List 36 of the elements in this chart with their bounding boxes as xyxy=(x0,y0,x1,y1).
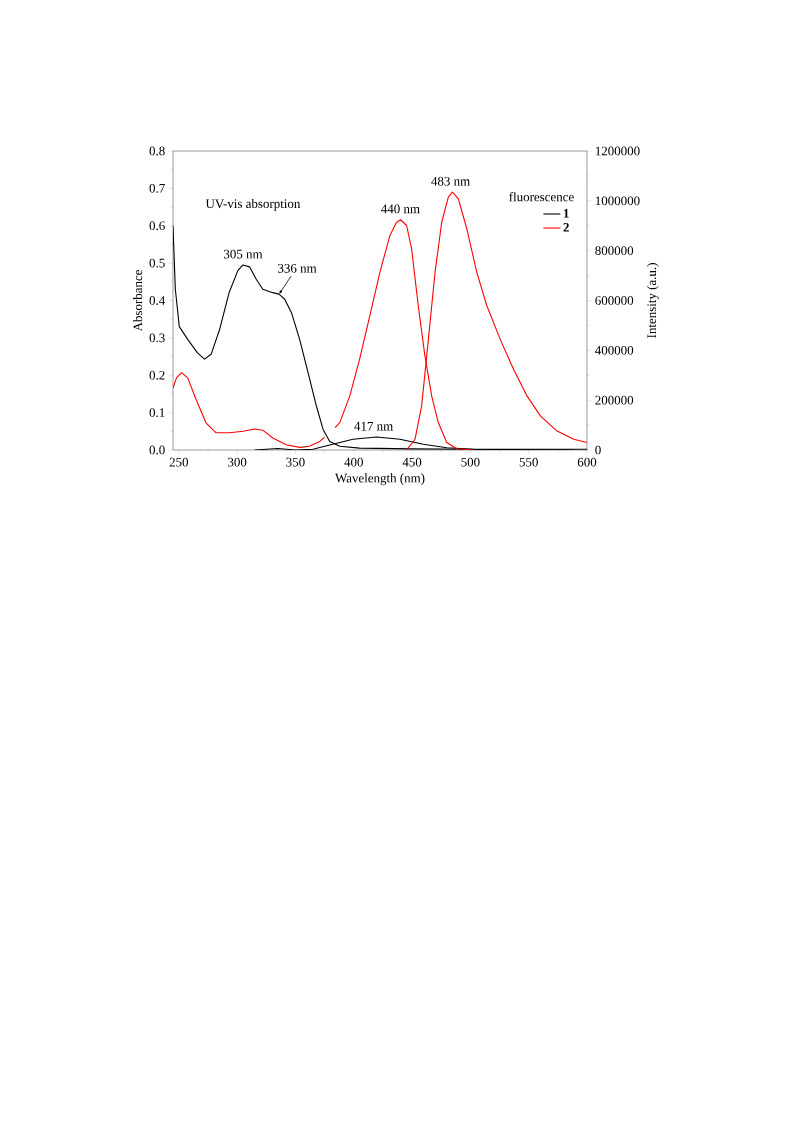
y-tick-label: 0.1 xyxy=(149,408,165,418)
y2-tick-label: 200000 xyxy=(595,395,634,405)
legend-label: 2 xyxy=(563,223,569,232)
legend-label: 1 xyxy=(563,209,569,218)
x-tick-label: 550 xyxy=(519,457,538,467)
y-tick-label: 0.5 xyxy=(149,258,165,268)
annotation: 440 nm xyxy=(381,204,420,214)
y2-tick-label: 600000 xyxy=(595,296,634,305)
y2-tick-label: 0 xyxy=(595,445,601,455)
y2-tick-label: 400000 xyxy=(595,345,634,355)
x-tick-label: 500 xyxy=(461,457,480,467)
annotation: 483 nm xyxy=(431,176,470,186)
y2-tick-label: 1200000 xyxy=(595,146,640,156)
annotation: 336 nm xyxy=(278,263,317,273)
x-axis-title: Wavelength (nm) xyxy=(335,473,425,486)
x-tick-label: 350 xyxy=(286,457,305,467)
annotation: 417 nm xyxy=(354,421,393,431)
y2-tick-label: 800000 xyxy=(595,246,634,256)
x-tick-label: 600 xyxy=(577,457,597,467)
x-tick-label: 450 xyxy=(402,457,422,467)
y-axis-title: Absorbance xyxy=(133,270,143,332)
y-tick-label: 0.8 xyxy=(149,146,165,156)
y-tick-label: 0.7 xyxy=(149,183,165,193)
x-tick-label: 400 xyxy=(344,457,363,467)
legend-title: fluorescence xyxy=(509,192,574,202)
y2-tick-label: 1000000 xyxy=(595,196,640,206)
y-tick-label: 0.4 xyxy=(149,296,166,305)
y-tick-label: 0.2 xyxy=(149,370,165,380)
annotation: 305 nm xyxy=(223,249,263,259)
y2-axis-title: Intensity (a.u.) xyxy=(646,263,659,338)
y-tick-label: 0.6 xyxy=(149,221,165,231)
x-tick-label: 300 xyxy=(228,457,247,467)
y-tick-label: 0.0 xyxy=(149,445,165,455)
y-tick-label: 0.3 xyxy=(149,333,165,343)
x-tick-label: 250 xyxy=(169,457,189,467)
annotation: UV-vis absorption xyxy=(205,198,301,211)
